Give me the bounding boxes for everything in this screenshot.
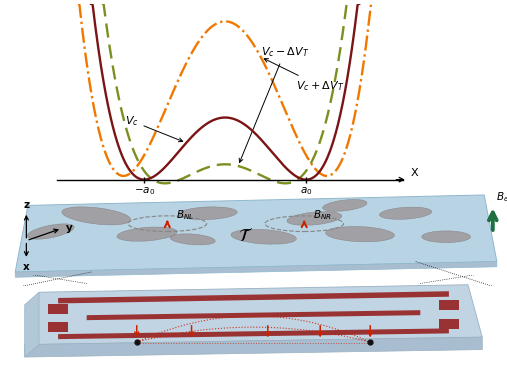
Ellipse shape — [322, 200, 367, 211]
Text: $V_c+\Delta V_T$: $V_c+\Delta V_T$ — [264, 59, 345, 93]
Ellipse shape — [422, 231, 470, 243]
Polygon shape — [87, 310, 420, 320]
Text: X: X — [411, 168, 419, 178]
Text: z: z — [23, 200, 29, 210]
Polygon shape — [25, 337, 482, 357]
Text: $\mathcal{T}$: $\mathcal{T}$ — [238, 227, 254, 245]
Text: $V_c$: $V_c$ — [125, 114, 183, 142]
FancyBboxPatch shape — [440, 319, 459, 329]
Text: $B_{ext}$: $B_{ext}$ — [496, 190, 507, 204]
Ellipse shape — [231, 229, 296, 244]
Polygon shape — [25, 292, 39, 357]
Text: y: y — [66, 223, 73, 233]
FancyBboxPatch shape — [440, 300, 459, 310]
Text: $-a_0$: $-a_0$ — [133, 185, 155, 197]
Text: $a_0$: $a_0$ — [300, 185, 312, 197]
Text: $B_{NL}$: $B_{NL}$ — [176, 208, 195, 222]
Text: x: x — [23, 262, 30, 272]
FancyBboxPatch shape — [48, 304, 67, 314]
Ellipse shape — [379, 207, 432, 219]
Polygon shape — [58, 329, 449, 339]
Text: $V_c-\Delta V_T$: $V_c-\Delta V_T$ — [239, 45, 309, 163]
Polygon shape — [58, 291, 449, 303]
Polygon shape — [15, 262, 497, 277]
Polygon shape — [25, 285, 482, 344]
Ellipse shape — [178, 207, 237, 219]
Ellipse shape — [27, 224, 74, 239]
Ellipse shape — [117, 227, 177, 241]
FancyBboxPatch shape — [48, 322, 67, 332]
Ellipse shape — [170, 234, 215, 245]
Ellipse shape — [62, 207, 131, 225]
Text: $B_{NR}$: $B_{NR}$ — [313, 208, 332, 222]
Ellipse shape — [287, 212, 342, 225]
Polygon shape — [15, 195, 497, 272]
Ellipse shape — [325, 226, 394, 242]
